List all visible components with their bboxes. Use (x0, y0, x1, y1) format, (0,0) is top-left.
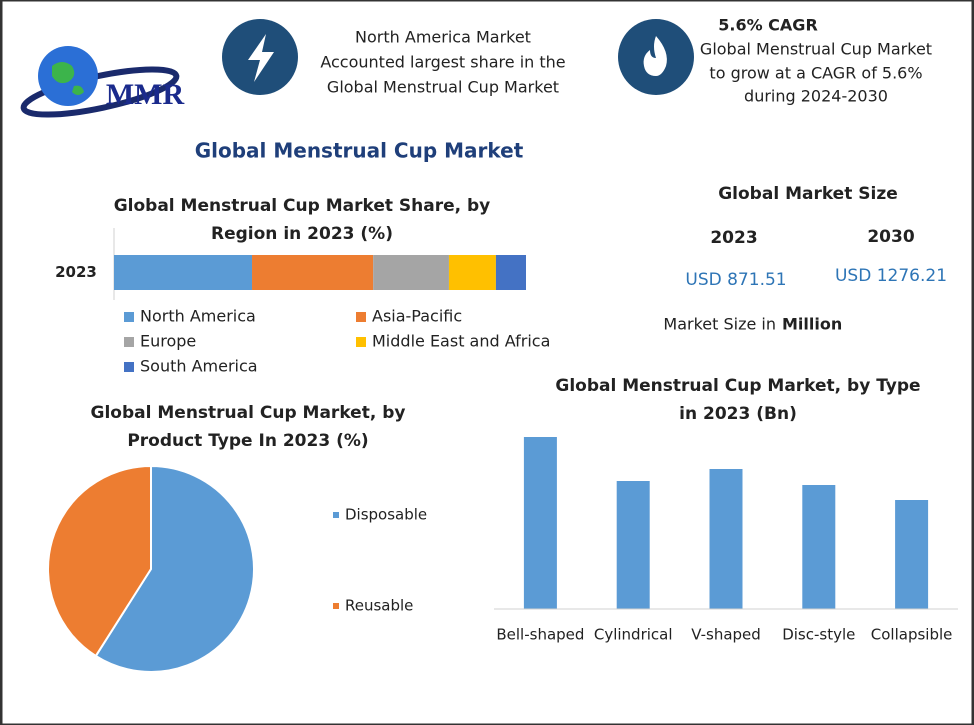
x-tick-label: V-shaped (691, 626, 761, 644)
legend-label: Europe (140, 332, 196, 351)
bar (802, 485, 836, 609)
year: 2023 (710, 228, 757, 248)
market-value: USD 871.51 (685, 270, 786, 290)
market-value: USD 1276.21 (835, 266, 947, 286)
legend-label: South America (140, 357, 258, 376)
fact-text: Accounted largest share in the (320, 53, 565, 72)
flame-icon (618, 19, 694, 95)
legend-label: North America (140, 307, 256, 326)
legend-label: Reusable (345, 597, 413, 615)
market-unit: Million (782, 315, 842, 334)
fact-text: Global Menstrual Cup Market (327, 78, 559, 97)
chart-title: Global Menstrual Cup Market, by (91, 403, 406, 423)
year: 2030 (867, 227, 914, 247)
fact-text: during 2024-2030 (744, 87, 888, 106)
x-tick-label: Collapsible (871, 626, 953, 644)
bar-segment (114, 255, 253, 290)
bar-segment (252, 255, 374, 290)
legend-label: Asia-Pacific (372, 307, 462, 326)
bar-segment (373, 255, 449, 290)
bar (616, 481, 650, 609)
chart-title: Global Menstrual Cup Market Share, by (114, 196, 491, 216)
pie-slice (47, 464, 152, 658)
bar-segment (495, 255, 526, 290)
bar (709, 469, 743, 609)
fact-text: to grow at a CAGR of 5.6% (709, 64, 922, 83)
category-label: 2023 (55, 263, 97, 281)
fact-text: Global Menstrual Cup Market (700, 40, 932, 59)
legend-swatch (124, 312, 134, 322)
logo: MMR (20, 46, 185, 118)
market-size-title: Global Market Size (718, 184, 898, 204)
chart-title: Global Menstrual Cup Market, by Type (555, 376, 920, 396)
x-tick-label: Cylindrical (594, 626, 673, 644)
legend-swatch (124, 362, 134, 372)
legend-swatch (356, 312, 366, 322)
pie-slice (94, 464, 255, 673)
main-title: Global Menstrual Cup Market (195, 139, 524, 163)
cagr-title: 5.6% CAGR (718, 16, 818, 35)
chart-title: in 2023 (Bn) (679, 404, 797, 424)
legend-label: Disposable (345, 506, 427, 524)
chart-title: Product Type In 2023 (%) (127, 431, 368, 451)
market-note: Market Size in (663, 315, 776, 334)
x-tick-label: Bell-shaped (496, 626, 584, 644)
legend-swatch (333, 603, 339, 609)
bar (895, 500, 929, 609)
x-tick-label: Disc-style (782, 626, 855, 644)
bar (523, 437, 557, 609)
lightning-icon (222, 19, 298, 95)
bar-segment (448, 255, 496, 290)
fact-text: North America Market (355, 28, 531, 47)
legend-swatch (124, 337, 134, 347)
legend-label: Middle East and Africa (372, 332, 550, 351)
logo-text: MMR (106, 78, 185, 111)
legend-swatch (356, 337, 366, 347)
legend-swatch (333, 512, 339, 518)
chart-title: Region in 2023 (%) (211, 224, 393, 244)
